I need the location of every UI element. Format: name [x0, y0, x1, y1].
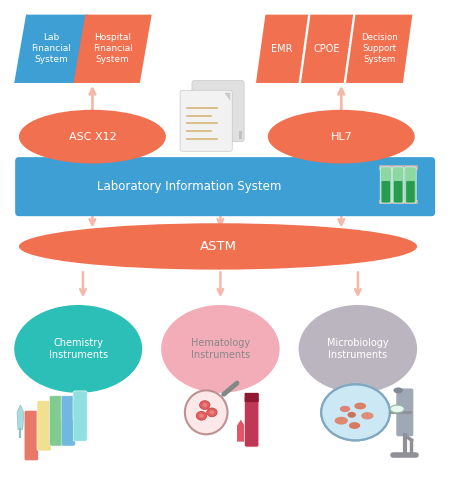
Ellipse shape — [196, 411, 207, 420]
Bar — [379, 200, 418, 204]
Polygon shape — [237, 420, 245, 442]
FancyBboxPatch shape — [180, 90, 232, 151]
Ellipse shape — [207, 408, 217, 417]
Ellipse shape — [361, 412, 374, 420]
Ellipse shape — [335, 417, 348, 425]
Text: Hospital
Financial
System: Hospital Financial System — [92, 33, 133, 64]
FancyBboxPatch shape — [27, 434, 36, 460]
FancyBboxPatch shape — [39, 425, 49, 450]
Text: ASTM: ASTM — [200, 240, 237, 253]
Ellipse shape — [200, 401, 210, 409]
Polygon shape — [239, 131, 242, 139]
Polygon shape — [17, 405, 24, 429]
Polygon shape — [256, 15, 308, 83]
Bar — [379, 165, 418, 170]
Ellipse shape — [299, 305, 417, 393]
Text: Decision
Support
System: Decision Support System — [361, 33, 398, 64]
Text: HL7: HL7 — [330, 132, 352, 142]
Text: ASC X12: ASC X12 — [69, 132, 116, 142]
FancyBboxPatch shape — [406, 181, 415, 203]
Ellipse shape — [19, 223, 417, 269]
FancyBboxPatch shape — [15, 157, 435, 216]
FancyBboxPatch shape — [405, 167, 416, 203]
Ellipse shape — [340, 406, 350, 412]
Text: Laboratory Information System: Laboratory Information System — [98, 181, 282, 193]
Text: Hematology
Instruments: Hematology Instruments — [191, 338, 250, 360]
Ellipse shape — [354, 403, 366, 409]
Ellipse shape — [19, 110, 166, 163]
Text: EMR: EMR — [271, 44, 293, 54]
FancyBboxPatch shape — [75, 415, 85, 440]
FancyBboxPatch shape — [64, 420, 73, 445]
FancyBboxPatch shape — [52, 420, 61, 445]
Text: CPOE: CPOE — [314, 44, 340, 54]
Ellipse shape — [210, 410, 214, 414]
Polygon shape — [346, 15, 412, 83]
Ellipse shape — [185, 390, 228, 434]
Ellipse shape — [202, 403, 207, 407]
Ellipse shape — [390, 405, 404, 413]
FancyBboxPatch shape — [382, 181, 390, 203]
Ellipse shape — [347, 412, 356, 418]
FancyBboxPatch shape — [24, 410, 38, 461]
Ellipse shape — [268, 110, 415, 163]
FancyBboxPatch shape — [245, 393, 259, 402]
Ellipse shape — [393, 387, 403, 393]
FancyBboxPatch shape — [396, 388, 413, 436]
FancyBboxPatch shape — [192, 81, 244, 142]
FancyBboxPatch shape — [380, 167, 392, 203]
Ellipse shape — [14, 305, 142, 393]
FancyBboxPatch shape — [73, 391, 87, 441]
FancyBboxPatch shape — [394, 181, 402, 203]
Ellipse shape — [161, 305, 280, 393]
FancyBboxPatch shape — [392, 167, 404, 203]
Ellipse shape — [199, 414, 204, 418]
Polygon shape — [301, 15, 353, 83]
FancyBboxPatch shape — [49, 396, 64, 446]
Ellipse shape — [349, 422, 360, 429]
Text: Chemistry
Instruments: Chemistry Instruments — [49, 338, 108, 360]
Polygon shape — [73, 15, 152, 83]
Polygon shape — [14, 15, 88, 83]
FancyBboxPatch shape — [37, 401, 51, 451]
Text: Lab
Financial
System: Lab Financial System — [31, 33, 71, 64]
FancyBboxPatch shape — [245, 397, 259, 447]
Text: Microbiology
Instruments: Microbiology Instruments — [327, 338, 389, 360]
Polygon shape — [225, 93, 230, 100]
FancyBboxPatch shape — [61, 396, 75, 446]
Ellipse shape — [321, 385, 390, 440]
